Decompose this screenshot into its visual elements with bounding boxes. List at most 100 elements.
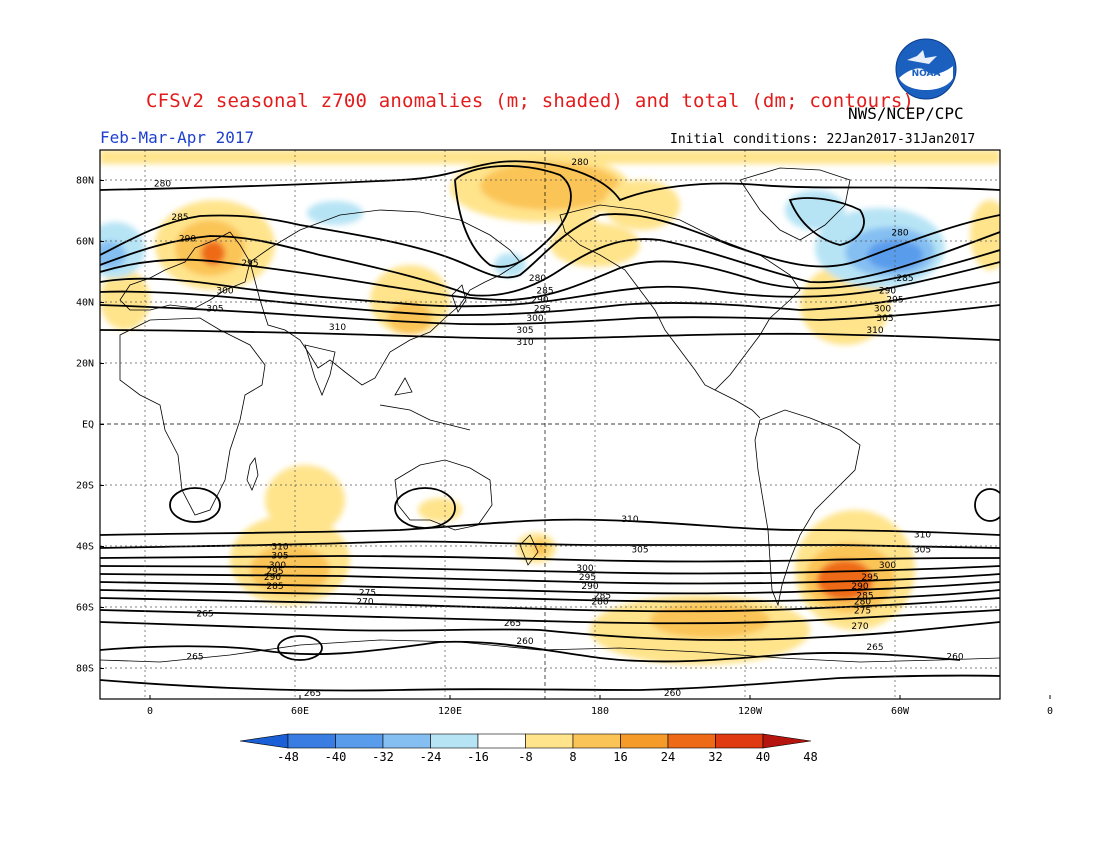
season-label: Feb-Mar-Apr 2017 <box>100 128 255 147</box>
contour-label: 270 <box>356 597 373 607</box>
colorbar-swatch <box>572 733 621 749</box>
colorbar-swatch <box>287 733 336 749</box>
contour-label: 310 <box>271 543 288 553</box>
contour-label: 300 <box>269 561 286 571</box>
contour-label: 290 <box>179 234 196 244</box>
colorbar-label: 40 <box>756 750 770 764</box>
lat-tick-label: 20N <box>76 359 94 370</box>
contour-label: 265 <box>304 689 321 699</box>
contour-label: 280 <box>591 597 608 607</box>
contour-label: 310 <box>866 326 883 336</box>
colorbar-swatch <box>667 733 716 749</box>
contour-label: 285 <box>171 213 188 223</box>
contour-label: 305 <box>914 546 931 556</box>
contour-label: 305 <box>271 552 288 562</box>
contour-label: 280 <box>571 158 588 168</box>
contour-label: 295 <box>534 305 551 315</box>
colorbar-swatch <box>430 733 479 749</box>
latitude-labels: 80N 60N 40N 20N EQ 20S 40S 60S 80S <box>76 176 104 675</box>
contour-label: 310 <box>329 323 346 333</box>
colorbar-label: -32 <box>372 750 394 764</box>
contour-label: 260 <box>664 689 681 699</box>
colorbar: -48 -40 -32 -24 -16 -8 8 16 24 32 40 48 <box>239 733 818 764</box>
colorbar-arrow-high <box>762 733 812 749</box>
colorbar-label: 8 <box>569 750 576 764</box>
contour-label: 285 <box>594 591 611 601</box>
contour-label: 300 <box>526 314 543 324</box>
contour-label: 300 <box>576 564 593 574</box>
contour-label: 310 <box>621 515 638 525</box>
colorbar-swatch <box>382 733 431 749</box>
contour-label: 265 <box>196 610 213 620</box>
contour-label: 285 <box>536 286 553 296</box>
contour-label: 290 <box>264 573 281 583</box>
contour-label: 285 <box>856 591 873 601</box>
colorbar-swatch <box>525 733 574 749</box>
contour-label: 305 <box>876 314 893 324</box>
contour-label: 295 <box>579 573 596 583</box>
contour-label: 260 <box>946 652 963 662</box>
contour-label: 270 <box>851 622 868 632</box>
contour-label: 280 <box>854 597 871 607</box>
lat-tick-label: 40N <box>76 298 94 309</box>
lon-tick-label: 120W <box>738 706 763 717</box>
colorbar-label: 48 <box>803 750 817 764</box>
lat-tick-label: 20S <box>76 481 94 492</box>
lat-tick-label: 60N <box>76 237 94 248</box>
contour-label: 310 <box>516 338 533 348</box>
contour-label: 290 <box>581 582 598 592</box>
colorbar-swatch <box>477 733 526 749</box>
colorbar-label: 32 <box>708 750 722 764</box>
contour-label: 265 <box>186 652 203 662</box>
contour-label: 280 <box>891 228 908 238</box>
contour-label: 295 <box>886 295 903 305</box>
logo-text: NOAA <box>912 69 941 79</box>
contour-label: 305 <box>631 546 648 556</box>
contour-label: 290 <box>851 582 868 592</box>
contour-label: 265 <box>866 643 883 653</box>
contour-label: 295 <box>266 567 283 577</box>
lat-tick-label: EQ <box>82 420 94 431</box>
agency-label: NWS/NCEP/CPC <box>848 104 964 123</box>
colorbar-swatch <box>335 733 384 749</box>
colorbar-label: 24 <box>661 750 675 764</box>
lat-tick-label: 80N <box>76 176 94 187</box>
contour-label: 310 <box>914 530 931 540</box>
contour-label: 285 <box>266 582 283 592</box>
lon-tick-label: 60E <box>291 706 309 717</box>
chart-title: CFSv2 seasonal z700 anomalies (m; shaded… <box>146 90 915 112</box>
lat-tick-label: 40S <box>76 542 94 553</box>
map-grid <box>100 150 1000 699</box>
contour-label: 260 <box>516 637 533 647</box>
lon-tick-label: 60W <box>891 706 910 717</box>
contour-label: 295 <box>861 573 878 583</box>
contour-label: 300 <box>216 286 233 296</box>
contour-label: 280 <box>529 274 546 284</box>
contour-label: 305 <box>516 326 533 336</box>
contour-label: 285 <box>896 274 913 284</box>
lat-tick-label: 60S <box>76 603 94 614</box>
colorbar-label: -48 <box>277 750 299 764</box>
lon-tick-label: 0 <box>147 706 153 717</box>
contour-label: 280 <box>154 180 171 190</box>
contour-label: 300 <box>879 561 896 571</box>
colorbar-swatch <box>620 733 669 749</box>
contour-label: 305 <box>206 305 223 315</box>
initial-conditions: Initial conditions: 22Jan2017-31Jan2017 <box>670 132 976 147</box>
contour-label: 275 <box>359 588 376 598</box>
lon-tick-label: 120E <box>438 706 462 717</box>
lon-tick-label: 0 <box>1047 706 1053 717</box>
height-contours <box>100 160 1000 692</box>
colorbar-swatch <box>715 733 764 749</box>
contour-label: 265 <box>504 619 521 629</box>
contour-label: 295 <box>241 259 258 269</box>
contour-label: 275 <box>854 607 871 617</box>
colorbar-label: 16 <box>613 750 627 764</box>
colorbar-arrow-low <box>239 733 289 749</box>
colorbar-label: -40 <box>325 750 347 764</box>
noaa-logo: NOAA <box>895 38 957 100</box>
colorbar-label: -24 <box>420 750 442 764</box>
contour-label: 300 <box>874 305 891 315</box>
colorbar-label: -16 <box>467 750 489 764</box>
